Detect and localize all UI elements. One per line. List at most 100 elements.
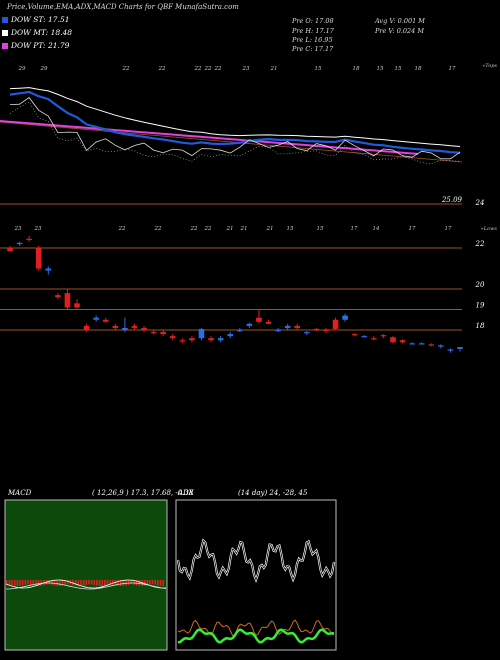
candle-body	[256, 317, 262, 322]
y-tick-label: 22	[475, 240, 485, 248]
date-label: 29	[18, 66, 26, 72]
candle-body	[323, 330, 329, 332]
date-label: 17	[445, 226, 452, 232]
date-label: 18	[353, 66, 360, 72]
candle-body	[83, 325, 90, 330]
candle-body	[399, 340, 406, 343]
legend-swatch-st	[2, 17, 8, 23]
top-date-labels: 29 29 22 22 22 22 22 23 21 15 18 15 15 18 17	[18, 66, 456, 72]
candle-body	[217, 338, 224, 341]
candle-body	[26, 238, 32, 240]
trend-line	[0, 121, 463, 163]
candle-body	[74, 303, 80, 308]
candle-body	[131, 325, 138, 328]
stat-low: Pre L: 16.95	[292, 36, 333, 44]
date-label: 21	[240, 226, 248, 232]
date-label: 14	[373, 226, 380, 232]
date-label: 23	[242, 66, 250, 72]
candle-body	[55, 295, 61, 298]
stat-open: Pre O: 17.08	[292, 17, 334, 25]
y-tick-label: 19	[476, 302, 485, 310]
candle-body	[141, 327, 147, 330]
date-label: 18	[415, 66, 422, 72]
date-label: 17	[449, 66, 456, 72]
date-label: 22	[122, 66, 130, 72]
lows-corner-label: «Lows	[481, 226, 498, 232]
candle-body	[428, 344, 435, 346]
candle-body	[7, 248, 13, 252]
legend-dow-pt: DOW PT: 21.79	[11, 41, 70, 50]
candle-body	[45, 268, 52, 271]
date-label: 22	[204, 66, 212, 72]
date-label: 17	[351, 226, 358, 232]
legend-swatch-mt	[2, 30, 8, 36]
candle-body	[16, 242, 23, 245]
stat-close: Pre C: 17.17	[292, 45, 334, 53]
candle-body	[351, 334, 358, 336]
ema-pt-line	[0, 120, 419, 155]
candle-body	[418, 343, 425, 345]
candle-body	[189, 338, 195, 341]
date-label: 29	[40, 66, 48, 72]
legend-dow-st: DOW ST: 17.51	[11, 15, 70, 24]
date-label: 21	[226, 226, 234, 232]
date-label: 22	[118, 226, 126, 232]
y-tick-label: 18	[476, 322, 485, 330]
date-label: 23	[14, 226, 22, 232]
date-label: 21	[266, 226, 274, 232]
date-label: 22	[158, 66, 166, 72]
date-label: 15	[287, 226, 294, 232]
date-label: 15	[315, 66, 322, 72]
date-label: 21	[270, 66, 278, 72]
candle-body	[112, 325, 119, 328]
price-gridlines: 24 22 20 19 18	[0, 199, 485, 331]
legend-swatch-pt	[2, 43, 8, 49]
candle-body	[236, 330, 243, 332]
candle-body	[102, 319, 109, 322]
candle-body	[208, 338, 214, 341]
candle-body	[265, 321, 272, 324]
adx-values: (14 day) 24, -28, 45	[238, 489, 308, 497]
candle-body	[409, 343, 415, 345]
candle-body	[332, 319, 339, 329]
candle-body	[313, 328, 320, 331]
date-label: 15	[395, 66, 402, 72]
macd-label: MACD	[8, 489, 32, 497]
level-label: 25.09	[441, 196, 463, 204]
candle-body	[122, 327, 128, 330]
stat-pre-volume: Pre V: 0.024 M	[375, 27, 425, 35]
tops-corner-label: «Tops	[482, 63, 497, 69]
stat-high: Pre H: 17.17	[292, 27, 334, 35]
date-label: 22	[194, 66, 202, 72]
date-label: 22	[204, 226, 212, 232]
candle-body	[150, 332, 157, 334]
candle-body	[342, 315, 348, 320]
candle-body	[275, 330, 281, 332]
price-line	[9, 97, 461, 160]
candle-body	[361, 336, 368, 338]
date-label: 17	[409, 226, 416, 232]
candle-body	[160, 332, 166, 335]
date-label: 22	[154, 226, 162, 232]
candle-body	[390, 337, 396, 343]
date-label: 23	[34, 226, 42, 232]
candle-body	[371, 338, 377, 340]
candle-body	[246, 323, 253, 326]
candle-body	[284, 325, 291, 328]
candle-body	[169, 336, 176, 339]
adx-label: ADX	[178, 489, 194, 497]
candle-body	[438, 345, 444, 347]
candle-body	[198, 328, 205, 339]
candle-body	[294, 325, 301, 328]
chart-title: Price,Volume,EMA,ADX,MACD Charts for QBF…	[7, 3, 239, 11]
candle-body	[35, 248, 42, 269]
low-date-labels: 23 23 22 22 22 22 21 21 21 15 15 17 14 17 17	[14, 226, 452, 232]
candle-body	[447, 349, 454, 351]
date-label: 22	[214, 66, 222, 72]
date-label: 15	[377, 66, 384, 72]
y-tick-label: 20	[475, 281, 485, 289]
candlesticks	[7, 235, 463, 353]
candle-body	[179, 340, 186, 342]
